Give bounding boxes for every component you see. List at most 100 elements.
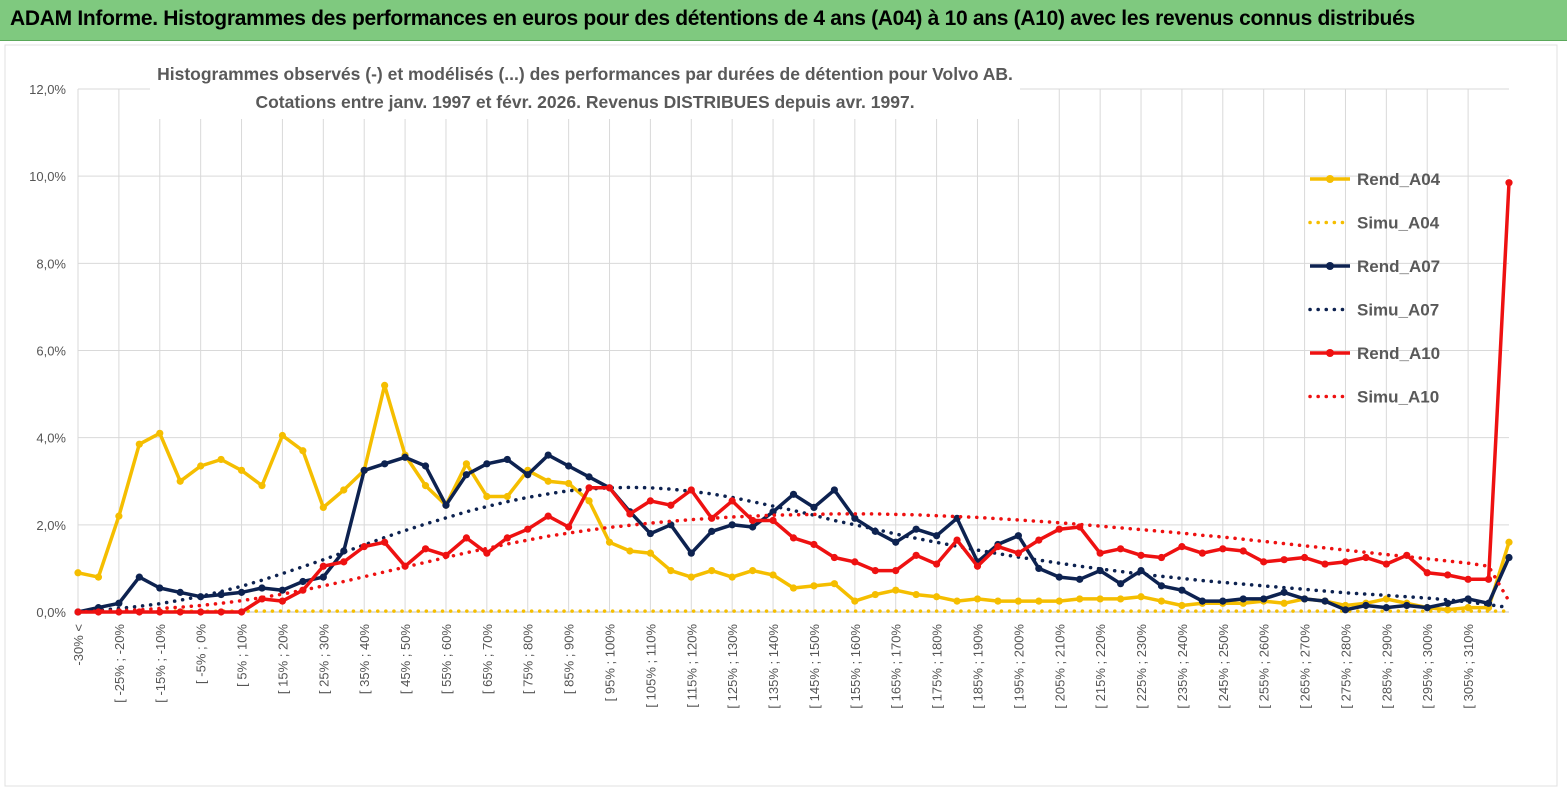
data-point (217, 608, 225, 616)
data-point (667, 501, 675, 509)
data-point (503, 455, 511, 464)
data-point (871, 590, 879, 599)
data-point (1484, 575, 1493, 583)
data-point (933, 593, 941, 601)
data-point (851, 558, 859, 566)
data-point (994, 597, 1002, 605)
x-tick-label: [ -15% ; -10% (153, 624, 168, 703)
data-point (156, 608, 164, 616)
data-point (830, 553, 838, 562)
data-point (1321, 560, 1329, 568)
data-point (156, 429, 164, 437)
data-point (1014, 549, 1022, 557)
data-point (115, 599, 123, 607)
chart-title-line1: Histogrammes observés (-) et modélisés (… (157, 64, 1013, 84)
data-point (851, 514, 859, 522)
data-point (462, 534, 471, 542)
data-point (912, 590, 920, 599)
data-point (646, 529, 655, 538)
data-point (912, 551, 920, 559)
series-line (76, 485, 1511, 613)
data-point (462, 460, 471, 468)
data-point (421, 462, 430, 470)
x-tick-label: [ 285% ; 290% (1379, 624, 1394, 709)
data-point (1362, 553, 1370, 562)
legend-marker (1326, 349, 1334, 357)
legend-label: Simu_A10 (1357, 388, 1439, 407)
data-point (197, 608, 205, 616)
data-point (503, 492, 511, 501)
y-tick-label: 10,0% (29, 169, 66, 184)
data-point (687, 573, 695, 581)
data-point (1055, 525, 1063, 533)
y-tick-label: 12,0% (29, 82, 66, 97)
chart: 0,0% 2,0% 4,0% 6,0% 8,0% 10,0% 12,0% -30% < [ -… (4, 44, 1558, 787)
data-point (1096, 595, 1104, 603)
data-point (1178, 601, 1186, 610)
x-tick-label: [ 155% ; 160% (848, 624, 863, 709)
data-point (1219, 597, 1227, 605)
data-point (1035, 597, 1043, 605)
data-point (1219, 545, 1227, 553)
x-tick-label: [ 5% ; 10% (235, 624, 250, 687)
x-tick-label: [ 75% ; 80% (521, 624, 536, 695)
data-point (585, 484, 593, 492)
data-point (626, 510, 634, 518)
data-point (319, 503, 327, 511)
data-point (1341, 606, 1350, 614)
data-point (258, 584, 266, 592)
data-point (1096, 549, 1104, 557)
series-line (76, 609, 1511, 614)
data-point (381, 538, 389, 546)
data-point (1055, 573, 1063, 581)
data-point (197, 593, 205, 601)
data-point (176, 588, 184, 596)
data-point (892, 586, 900, 594)
data-point (1239, 595, 1247, 603)
data-point (646, 497, 655, 505)
data-point (176, 477, 184, 485)
data-point (237, 588, 246, 596)
data-point (646, 549, 655, 557)
data-point (953, 536, 961, 544)
x-tick-label: [ 215% ; 220% (1093, 624, 1108, 709)
data-point (1076, 595, 1084, 603)
legend-item-simu-a10: Simu_A10 (1308, 388, 1439, 407)
x-tick-label: [ 175% ; 180% (930, 624, 945, 709)
data-point (1157, 597, 1166, 605)
chart-title-line2: Cotations entre janv. 1997 et févr. 2026… (255, 92, 914, 112)
chart-title-background (150, 59, 1020, 119)
data-point (1382, 604, 1390, 612)
data-point (728, 573, 736, 581)
data-point (94, 573, 103, 581)
series-simu-a07 (76, 485, 1511, 613)
x-tick-label: -30% < (71, 624, 86, 666)
legend-label: Rend_A10 (1357, 344, 1440, 363)
data-point (1444, 599, 1452, 607)
x-tick-label: [ 245% ; 250% (1216, 624, 1231, 709)
data-point (1280, 599, 1288, 607)
x-tick-label: [ -25% ; -20% (112, 624, 127, 703)
data-point (749, 523, 757, 531)
data-point (1505, 179, 1513, 187)
series-rend-a10 (74, 179, 1513, 616)
data-point (237, 466, 246, 474)
data-point (892, 538, 900, 546)
x-tick-label: [ 15% ; 20% (275, 624, 290, 695)
x-tick-label: [ -5% ; 0% (194, 624, 209, 684)
data-point (851, 597, 859, 605)
x-tick-label: [ 115% ; 120% (684, 624, 699, 708)
x-tick-label: [ 105% ; 110% (643, 624, 658, 708)
chart-title-block: Histogrammes observés (-) et modélisés (… (150, 59, 1020, 119)
data-point (1116, 545, 1125, 553)
data-point (749, 566, 757, 575)
legend-item-simu-a07: Simu_A07 (1308, 301, 1439, 320)
data-point (1116, 595, 1125, 603)
x-tick-label: [ 235% ; 240% (1175, 624, 1190, 709)
data-point (1239, 547, 1247, 555)
data-point (912, 525, 920, 533)
data-point (299, 577, 307, 586)
data-point (1178, 543, 1186, 551)
data-point (933, 560, 941, 568)
legend-item-rend-a04: Rend_A04 (1310, 170, 1441, 189)
